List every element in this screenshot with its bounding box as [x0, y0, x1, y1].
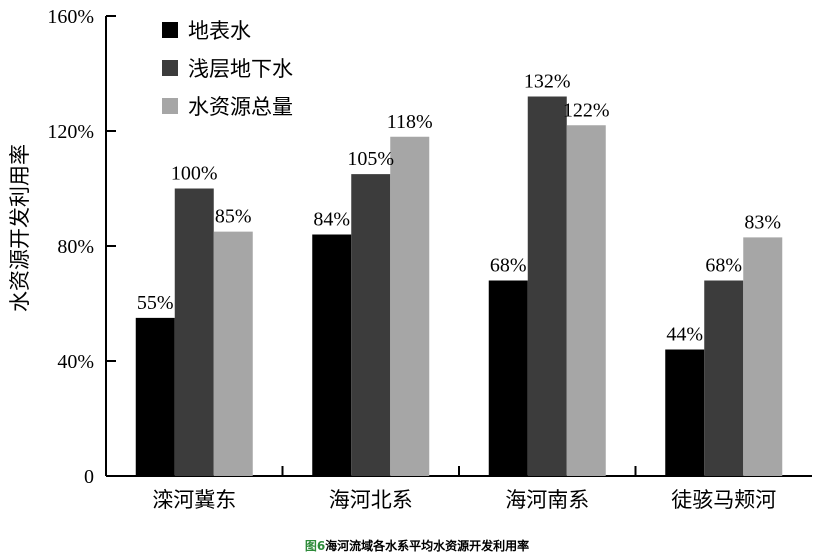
bar-2-3 [527, 96, 567, 476]
data-label: 132% [524, 71, 571, 93]
y-axis-title: 水资源开发利用率 [8, 144, 32, 312]
data-label: 44% [666, 324, 703, 346]
bar-1-4 [665, 349, 705, 476]
bar-2-2 [351, 174, 391, 476]
figure-caption: 图6海河流域各水系平均水资源开发利用率 [0, 537, 834, 554]
x-tick-label: 海河南系 [505, 488, 589, 512]
legend-swatch [162, 60, 178, 76]
data-label: 84% [313, 209, 350, 231]
bar-1-3 [488, 280, 528, 476]
figure-title: 海河流域各水系平均水资源开发利用率 [325, 539, 530, 553]
legend-swatch [162, 22, 178, 38]
data-labels: 55%100%85% 84%105%118%68%132%122%44%68%83… [137, 71, 781, 346]
x-tick-label: 滦河冀东 [152, 488, 236, 512]
bar-3-2 [390, 136, 430, 476]
y-tick-label: 160% [47, 6, 94, 28]
data-label: 85% [215, 206, 252, 228]
data-label: 68% [490, 255, 527, 277]
bar-2-4 [704, 280, 744, 476]
bar-2-1 [174, 188, 214, 476]
data-label: 83% [744, 211, 781, 233]
legend-swatch [162, 98, 178, 114]
legend-label: 水资源总量 [188, 95, 293, 119]
figure-number: 图6 [304, 539, 326, 553]
bar-1-2 [312, 234, 352, 476]
bar-3-4 [743, 237, 783, 476]
bar-1-1 [135, 317, 175, 476]
x-tick-label: 海河北系 [329, 488, 413, 512]
data-label: 118% [387, 111, 433, 133]
y-tick-label: 80% [57, 236, 94, 258]
data-label: 68% [705, 255, 742, 277]
bar-3-1 [213, 231, 253, 476]
bars [135, 96, 783, 476]
data-label: 55% [137, 292, 174, 314]
bar-3-3 [566, 125, 606, 476]
y-tick-label: 40% [57, 351, 94, 373]
data-label: 105% [347, 148, 394, 170]
legend-label: 浅层地下水 [188, 57, 293, 81]
y-tick-label: 120% [47, 121, 94, 143]
legend-label: 地表水 [188, 19, 251, 43]
data-label: 122% [563, 99, 610, 121]
y-tick-label: 0 [84, 466, 94, 488]
x-tick-label: 徒骇马颊河 [671, 488, 776, 512]
data-label: 100% [171, 163, 218, 185]
